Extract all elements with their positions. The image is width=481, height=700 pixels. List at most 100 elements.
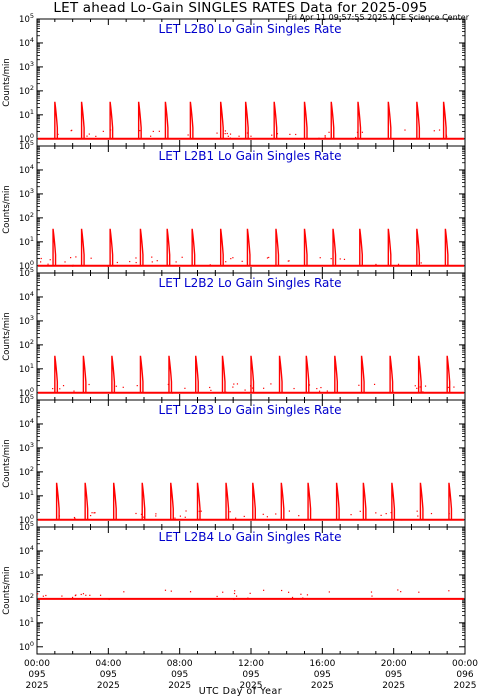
rate-spike	[80, 101, 85, 139]
data-point	[400, 591, 402, 593]
data-point	[324, 135, 326, 137]
rate-spike	[82, 355, 87, 393]
rate-spike	[330, 101, 335, 139]
y-tick-label: 101	[19, 489, 34, 502]
data-point	[222, 591, 224, 593]
rate-spike	[362, 482, 367, 520]
rate-spike	[221, 355, 226, 393]
rate-spike	[137, 101, 142, 139]
y-tick-label: 104	[19, 290, 34, 303]
data-point	[420, 262, 422, 264]
rate-spike	[416, 228, 421, 266]
data-point	[225, 391, 227, 393]
data-point	[42, 595, 44, 597]
data-point	[209, 386, 211, 389]
data-point	[453, 386, 455, 388]
rate-spike	[219, 101, 224, 139]
data-point	[343, 258, 346, 260]
data-point	[236, 383, 239, 385]
y-tick-label: 101	[19, 235, 34, 248]
data-point	[433, 130, 435, 132]
rate-spike	[273, 101, 278, 139]
rate-spike	[305, 355, 310, 393]
data-point	[266, 257, 269, 259]
data-point	[288, 510, 290, 512]
data-point	[281, 589, 283, 592]
rate-spike	[246, 228, 251, 266]
y-tick-label: 103	[19, 187, 34, 200]
panel-title: LET L2B3 Lo Gain Singles Rate	[159, 403, 342, 417]
data-point	[155, 515, 157, 517]
rate-spike	[109, 228, 114, 266]
rate-spike	[139, 228, 144, 266]
data-point	[143, 516, 145, 518]
rate-spike	[303, 101, 308, 139]
data-point	[175, 261, 177, 263]
y-axis-label: Counts/min	[2, 312, 12, 361]
data-point	[72, 265, 74, 267]
x-axis-title: UTC Day of Year	[198, 686, 283, 697]
x-tick-label-time: 00:00	[452, 659, 478, 669]
data-point	[318, 390, 321, 392]
rate-spike	[416, 101, 421, 139]
data-point	[291, 596, 294, 599]
y-tick-label: 103	[19, 60, 34, 73]
rate-spike	[280, 482, 285, 520]
data-point	[250, 135, 252, 137]
data-point	[268, 256, 270, 259]
data-point	[40, 257, 42, 260]
data-point	[86, 135, 88, 137]
rate-spike	[189, 101, 194, 139]
data-point	[241, 260, 243, 262]
rate-spike	[359, 228, 363, 266]
data-point	[416, 510, 418, 512]
data-point	[200, 510, 202, 512]
data-point	[275, 513, 277, 515]
data-point	[73, 516, 76, 519]
y-tick-label: 100	[19, 386, 34, 399]
data-point	[274, 265, 276, 267]
data-point	[418, 591, 420, 593]
data-point	[234, 590, 236, 592]
y-tick-label: 102	[19, 211, 34, 224]
rate-spike	[52, 228, 57, 266]
data-point	[232, 386, 234, 388]
x-tick-label-year: 2025	[26, 681, 49, 691]
data-point	[324, 136, 326, 138]
data-point	[82, 593, 85, 595]
data-point	[276, 133, 279, 135]
rate-spike	[141, 482, 146, 520]
rate-spike	[54, 355, 59, 393]
data-point	[249, 592, 251, 594]
data-point	[139, 130, 141, 132]
data-point	[93, 512, 95, 514]
x-tick-label-year: 2025	[240, 681, 263, 691]
data-point	[122, 386, 124, 388]
data-point	[178, 392, 180, 394]
y-tick-label: 104	[19, 417, 34, 430]
data-point	[319, 257, 321, 259]
x-tick-label-time: 12:00	[238, 659, 264, 669]
data-point	[375, 263, 377, 266]
data-point	[150, 135, 152, 137]
rate-spike	[168, 355, 173, 393]
data-point	[179, 515, 181, 517]
data-point	[49, 259, 51, 261]
data-point	[224, 133, 226, 135]
data-point	[233, 598, 235, 601]
data-point	[419, 386, 421, 388]
data-point	[289, 133, 291, 135]
plot-frame	[36, 399, 466, 528]
data-point	[447, 386, 449, 389]
y-tick-label: 103	[19, 441, 34, 454]
y-tick-label: 100	[19, 640, 34, 653]
rate-spike	[55, 482, 60, 520]
data-point	[270, 383, 272, 385]
rate-spike	[387, 228, 392, 266]
x-tick-label-doy: 095	[242, 670, 259, 680]
data-point	[61, 595, 63, 597]
data-point	[300, 593, 302, 595]
data-point	[375, 512, 377, 514]
x-tick-label-doy: 095	[100, 670, 117, 680]
data-point	[293, 387, 295, 390]
